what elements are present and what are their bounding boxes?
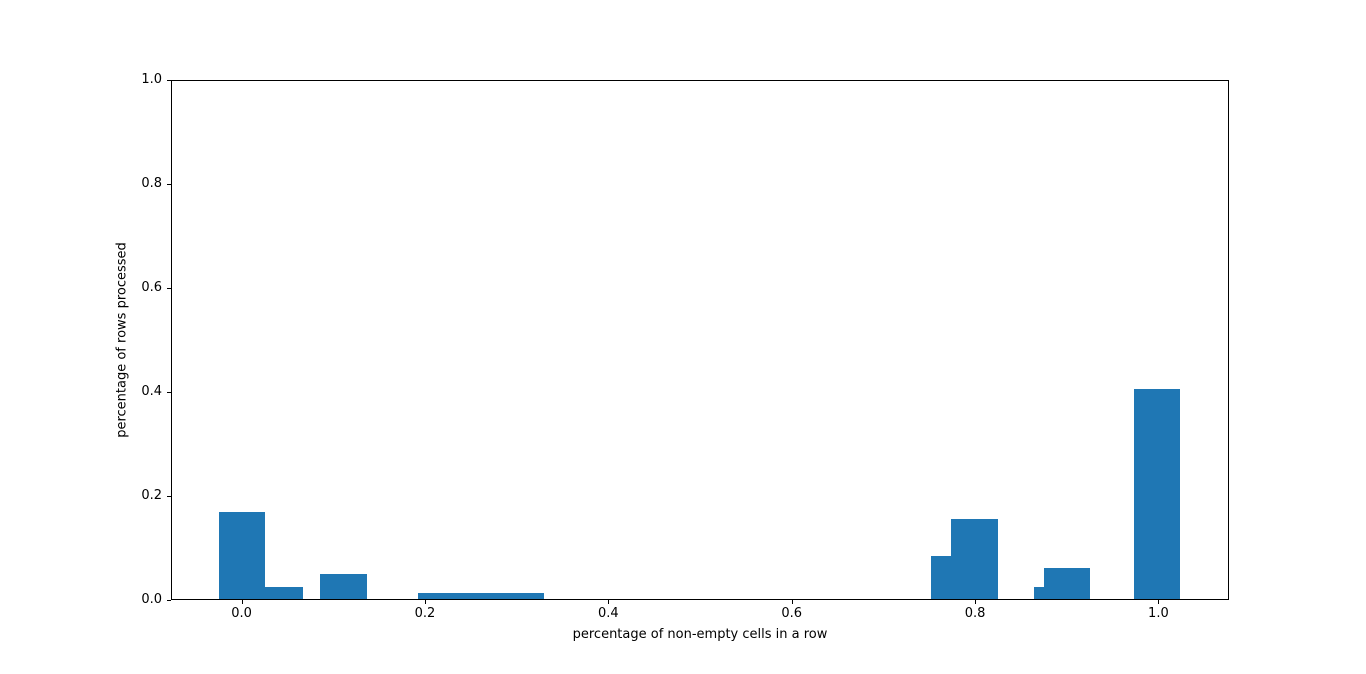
- histogram-bar: [417, 592, 545, 599]
- histogram-bar: [264, 586, 303, 599]
- y-tick-mark: [167, 184, 171, 185]
- histogram-bar: [1043, 567, 1090, 599]
- y-tick-label: 1.0: [141, 72, 162, 87]
- x-tick-label: 0.0: [231, 606, 252, 621]
- y-tick-mark: [167, 496, 171, 497]
- x-tick-label: 1.0: [1148, 606, 1169, 621]
- x-tick-mark: [1158, 600, 1160, 604]
- x-tick-label: 0.2: [414, 606, 436, 621]
- y-tick-mark: [167, 288, 171, 289]
- histogram-bar: [931, 555, 952, 599]
- x-tick-label: 0.6: [781, 606, 803, 621]
- plot-area: [171, 80, 1229, 600]
- x-tick-mark: [975, 600, 977, 604]
- y-tick-mark: [167, 392, 171, 393]
- y-tick-label: 0.6: [141, 280, 162, 295]
- x-tick-mark: [241, 600, 243, 604]
- histogram-bar: [1133, 389, 1181, 599]
- y-tick-label: 0.4: [141, 384, 162, 399]
- x-tick-label: 0.8: [964, 606, 986, 621]
- y-tick-label: 0.0: [141, 592, 162, 607]
- histogram-bar: [218, 512, 265, 599]
- x-axis-label: percentage of non-empty cells in a row: [572, 627, 828, 642]
- y-tick-label: 0.2: [141, 488, 162, 503]
- y-tick-mark: [167, 600, 171, 601]
- x-tick-mark: [424, 600, 426, 604]
- x-tick-mark: [791, 600, 793, 604]
- x-tick-label: 0.4: [597, 606, 619, 621]
- histogram-bar: [951, 518, 998, 599]
- y-tick-label: 0.8: [141, 176, 162, 191]
- x-tick-mark: [608, 600, 610, 604]
- histogram-bar: [320, 574, 368, 599]
- histogram-bar: [1033, 587, 1044, 599]
- y-axis-label: percentage of rows processed: [114, 242, 130, 438]
- y-tick-mark: [167, 80, 171, 81]
- bars-container: [172, 81, 1228, 599]
